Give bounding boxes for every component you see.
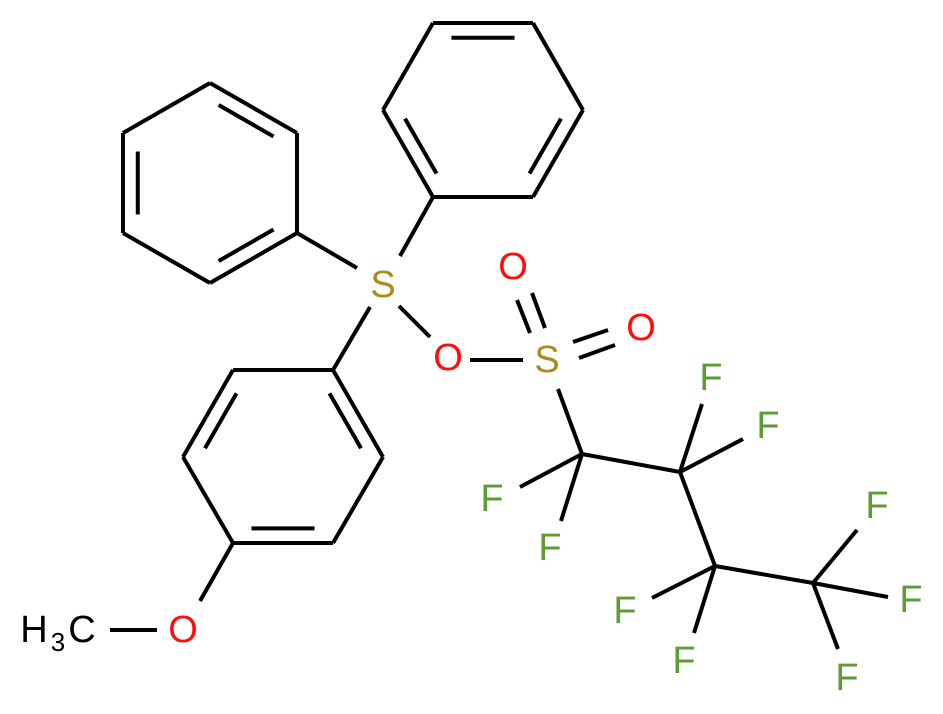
phenyl-left-bond (209, 81, 298, 135)
fluorine-atoms: F F F F F F F F F (480, 357, 922, 699)
atom-sulfonyl-s: S (534, 339, 559, 381)
bond-c-f (678, 403, 704, 473)
methyl-h: H (20, 609, 47, 651)
double-bond-s-o (578, 343, 616, 360)
bond-s-o (397, 304, 432, 339)
atom-f: F (756, 405, 779, 447)
methoxyphenyl-double-bond (203, 392, 239, 450)
phenyl-top-double-bond (527, 117, 563, 175)
atom-f: F (538, 527, 561, 569)
double-bond-s-o (572, 328, 609, 344)
methoxyphenyl-bond (331, 455, 385, 545)
atom-f: F (699, 357, 722, 399)
bond-c-f (811, 528, 859, 585)
atom-sulfonium-s: S (370, 264, 395, 306)
phenyl-top-bond (381, 22, 435, 111)
bond-c-c (714, 564, 814, 585)
bond-s-aryl (331, 305, 372, 372)
atom-sulfonyl-o-right: O (626, 307, 656, 349)
double-bond-s-o (515, 299, 532, 334)
bond-c-f (812, 581, 889, 599)
bond-c-f (692, 565, 717, 634)
atom-f: F (899, 579, 922, 621)
bond-c-f (651, 564, 716, 600)
bond-aryl-o (198, 542, 235, 602)
bonds (110, 21, 889, 650)
phenyl-left-bond (209, 231, 298, 285)
bond-c-c (581, 452, 681, 474)
double-bond-s-o (530, 292, 547, 329)
methyl-c: C (68, 609, 95, 651)
bond-s-phenyl (398, 196, 435, 257)
atom-sulfonyl-o-top: O (498, 246, 528, 288)
phenyl-left-double-bond (217, 227, 275, 263)
atom-methoxy-o: O (168, 609, 198, 651)
phenyl-top-bond (381, 109, 435, 198)
methoxyphenyl-double-bond (327, 392, 363, 450)
methyl-subscript: 3 (51, 627, 65, 657)
phenyl-top-bond (531, 22, 585, 111)
phenyl-top-double-bond (403, 117, 439, 175)
atom-f: F (672, 640, 695, 682)
bond-c-f (811, 582, 840, 650)
atom-f: F (835, 657, 858, 699)
methoxyphenyl-bond (181, 455, 235, 545)
atom-ester-o: O (433, 337, 463, 379)
phenyl-left-double-bond (217, 103, 275, 139)
atom-f: F (865, 485, 888, 527)
methoxyphenyl-bond (181, 369, 235, 458)
bond-c-f (559, 453, 584, 522)
atom-f: F (480, 478, 503, 520)
bond-s-phenyl (295, 231, 359, 270)
bond-c-f (519, 452, 583, 489)
phenyl-left-bond (122, 231, 211, 285)
phenyl-top-bond (531, 109, 585, 198)
bond-c-c (678, 471, 717, 567)
methoxyphenyl-bond (331, 369, 385, 458)
atom-f: F (613, 590, 636, 632)
methyl-group-label: H 3 C (20, 609, 95, 657)
bond-c-f (679, 437, 744, 474)
phenyl-left-bond (122, 81, 211, 135)
bond-s-c (556, 388, 584, 455)
